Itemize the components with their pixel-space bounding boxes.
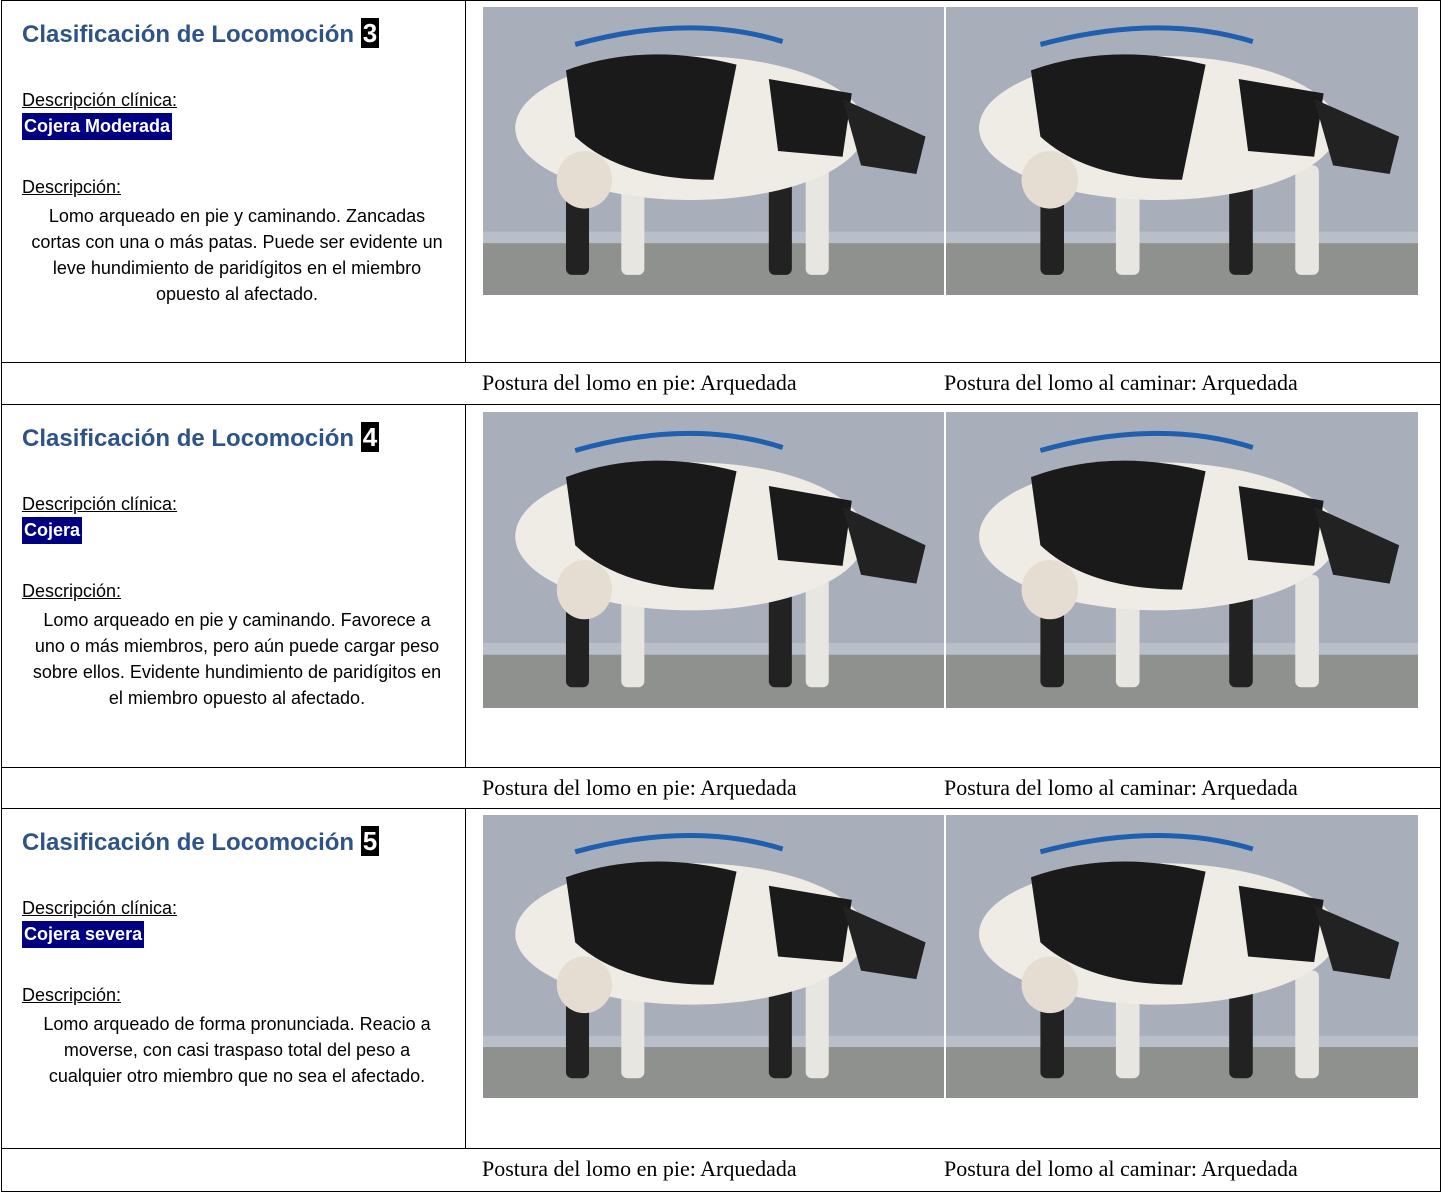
- description-text: Lomo arqueado de forma pronunciada. Reac…: [43, 1014, 431, 1086]
- description-label: Descripción:: [22, 177, 122, 197]
- caption-walking: Postura del lomo al caminar: Arquedada: [944, 370, 1298, 395]
- cow-photo: [946, 815, 1418, 1098]
- row-title: Clasificación de Locomoción 5: [22, 826, 380, 856]
- cow-photo: [483, 815, 944, 1098]
- score-badge: 3: [360, 18, 380, 48]
- cow-photo: [946, 412, 1418, 708]
- severity-label: Cojera severa: [22, 921, 145, 948]
- description-label: Descripción:: [22, 581, 122, 601]
- text-cell: [1, 808, 466, 1149]
- caption-walking: Postura del lomo al caminar: Arquedada: [944, 775, 1298, 800]
- caption-walking: Postura del lomo al caminar: Arquedada: [944, 1156, 1298, 1181]
- description-text: Lomo arqueado en pie y caminando. Favore…: [32, 610, 442, 708]
- description-label: Descripción:: [22, 985, 122, 1005]
- clinical-label: Descripción clínica:: [22, 494, 178, 514]
- caption-standing: Postura del lomo en pie: Arquedada: [482, 775, 797, 800]
- cow-photo: [946, 7, 1418, 295]
- caption-standing: Postura del lomo en pie: Arquedada: [482, 370, 797, 395]
- severity-label: Cojera: [22, 517, 83, 544]
- cow-photo: [483, 7, 944, 295]
- row-title: Clasificación de Locomoción 4: [22, 422, 380, 452]
- score-badge: 4: [360, 422, 380, 452]
- score-badge: 5: [360, 826, 380, 856]
- row-title: Clasificación de Locomoción 3: [22, 18, 380, 48]
- description-text: Lomo arqueado en pie y caminando. Zancad…: [31, 206, 443, 304]
- severity-label: Cojera Moderada: [22, 113, 173, 140]
- clinical-label: Descripción clínica:: [22, 898, 178, 918]
- caption-standing: Postura del lomo en pie: Arquedada: [482, 1156, 797, 1181]
- clinical-label: Descripción clínica:: [22, 90, 178, 110]
- cow-photo: [483, 412, 944, 708]
